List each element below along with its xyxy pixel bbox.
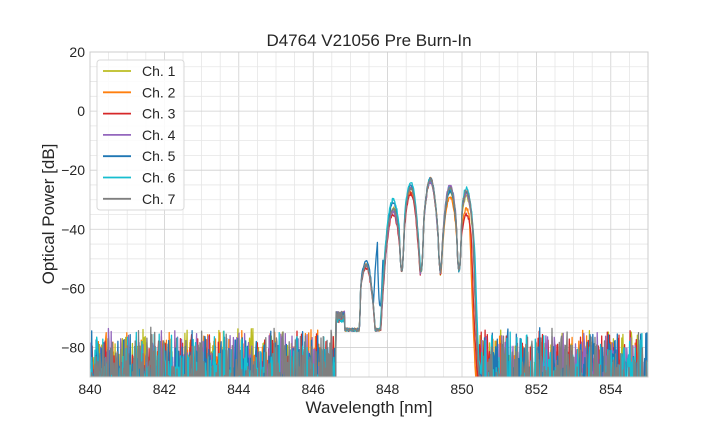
chart-title: D4764 V21056 Pre Burn-In — [266, 31, 471, 50]
x-tick-label: 844 — [227, 381, 251, 397]
y-axis-label: Optical Power [dB] — [39, 144, 58, 285]
legend-label: Ch. 4 — [142, 127, 176, 143]
y-tick-label: −20 — [61, 162, 85, 178]
series-line-5 — [90, 177, 648, 377]
y-axis-ticks: 20 0 −20 −40 −60 −80 — [61, 44, 85, 355]
x-tick-label: 854 — [599, 381, 623, 397]
y-tick-label: −60 — [61, 280, 85, 296]
x-tick-label: 850 — [450, 381, 474, 397]
x-axis-ticks: 840 842 844 846 848 850 852 854 — [78, 381, 622, 397]
y-tick-label: −80 — [61, 339, 85, 355]
legend-box — [96, 59, 185, 211]
legend-label: Ch. 3 — [142, 106, 176, 122]
legend-label: Ch. 5 — [142, 148, 176, 164]
legend-label: Ch. 1 — [142, 63, 176, 79]
series-lines — [90, 176, 648, 377]
legend-label: Ch. 2 — [142, 84, 176, 100]
x-tick-label: 840 — [78, 381, 102, 397]
x-tick-label: 852 — [525, 381, 549, 397]
y-tick-label: 20 — [69, 44, 85, 60]
x-axis-label: Wavelength [nm] — [306, 398, 433, 417]
legend-label: Ch. 7 — [142, 191, 176, 207]
x-tick-label: 848 — [376, 381, 400, 397]
legend: Ch. 1 Ch. 2 Ch. 3 Ch. 4 Ch. 5 Ch. 6 Ch. 7 — [96, 59, 185, 211]
y-tick-label: 0 — [77, 103, 85, 119]
series-line-7 — [90, 177, 648, 377]
x-tick-label: 842 — [153, 381, 177, 397]
plot-frame — [89, 51, 649, 378]
legend-label: Ch. 6 — [142, 170, 176, 186]
x-tick-label: 846 — [302, 381, 326, 397]
y-tick-label: −40 — [61, 221, 85, 237]
